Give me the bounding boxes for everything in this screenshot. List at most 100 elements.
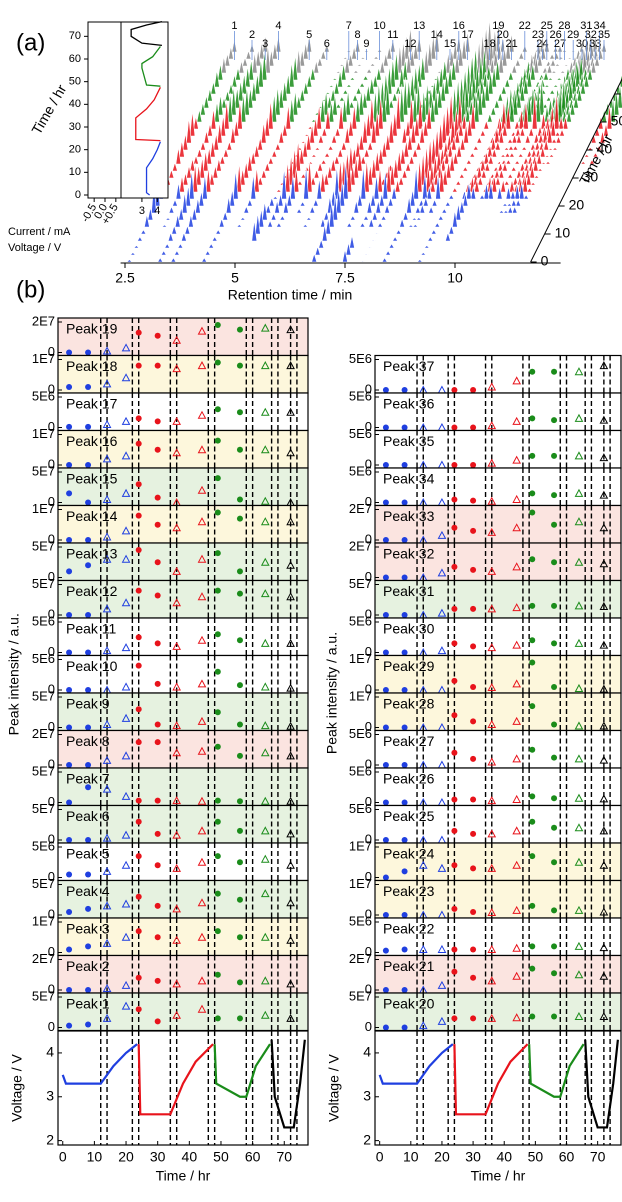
data-point [451,796,458,803]
data-point [574,721,584,730]
y-tick-label: 5E7 [32,988,55,1003]
data-point [236,752,243,759]
data-point [260,826,270,835]
data-point [599,361,609,370]
data-point [599,523,609,532]
data-point [487,566,497,575]
data-point [551,559,558,566]
peak-number: 10 [373,20,385,32]
inset-voltage-line [145,141,161,196]
data-point [599,490,609,499]
data-point [529,368,536,375]
data-point [487,829,497,838]
data-point [260,932,270,941]
data-point [470,974,477,981]
data-point [599,826,609,835]
inset-voltage-label: Voltage / V [8,242,62,254]
data-point [470,605,477,612]
data-point [260,496,270,505]
data-point [529,943,536,950]
y-tick-label: 0 [48,869,55,884]
peak-label: Peak 36 [383,396,435,412]
z-tick-label: 20 [569,197,585,213]
y-tick-label: 5E6 [349,463,372,478]
data-point [135,440,142,447]
data-point [121,343,131,352]
data-point [236,827,243,834]
data-point [135,362,142,369]
data-point [599,971,609,980]
data-point [214,509,221,516]
data-point [437,646,447,655]
data-point [574,754,584,763]
peak-label: Peak 18 [66,358,118,374]
y-tick-label: 0 [365,981,372,996]
panel-background [375,468,621,506]
inset-y-tick-label: 10 [69,166,81,178]
y-tick-label: 0 [48,794,55,809]
data-point [172,566,182,575]
data-point [451,605,458,612]
data-point [172,935,182,944]
y-tick-label: 0 [48,756,55,771]
data-point [135,547,142,554]
peak-number: 25 [541,20,553,32]
peak-label: Peak 21 [383,958,435,974]
data-point [121,682,131,691]
peak-label: Peak 23 [383,883,435,899]
data-point [401,912,408,918]
data-point [135,739,142,746]
data-point [487,757,497,766]
data-point [487,496,497,505]
data-point [85,724,92,731]
data-point [85,423,92,430]
panel-background [375,768,621,806]
y-tick-label: 0 [365,569,372,584]
peak-number: 14 [431,29,443,41]
data-point [382,612,389,618]
data-point [286,796,295,805]
data-point [574,941,584,950]
x-tick-label: 40 [182,1149,198,1165]
peak-label: Peak 12 [66,583,118,599]
data-point [382,947,389,954]
data-point [529,793,536,800]
data-point [172,830,182,839]
data-point [102,646,112,655]
data-point [214,475,221,482]
y-tick-label: 2 [363,1131,371,1147]
data-point [236,934,243,941]
data-point [551,824,558,831]
data-point [102,604,112,613]
data-point [437,568,447,577]
peak-number: 4 [275,20,281,32]
data-point [172,523,182,532]
data-point [437,530,447,539]
data-point [512,1013,522,1022]
data-point [286,638,295,647]
data-point [529,602,536,609]
y-tick-label: 5E7 [32,538,55,553]
data-point [214,853,221,860]
panel-background [375,543,621,581]
data-point [121,1001,131,1010]
voltage-line [453,1043,529,1116]
peak-label: Peak 3 [66,921,110,937]
z-tick-label: 40 [597,141,613,157]
inset-current-label: Current / mA [8,226,71,238]
data-point [437,608,447,617]
y-tick-label: 1E7 [349,688,372,703]
data-point [135,662,142,669]
data-point [197,410,207,419]
data-point [66,537,73,543]
data-point [197,932,207,941]
data-point [121,860,131,869]
data-point [135,481,142,488]
inset-y-tick-label: 30 [69,121,81,133]
peak-label: Peak 1 [66,996,110,1012]
y-tick-label: 0 [48,944,55,959]
data-point [172,416,182,425]
data-point [551,417,558,424]
data-point [197,679,207,688]
data-point [154,862,161,869]
